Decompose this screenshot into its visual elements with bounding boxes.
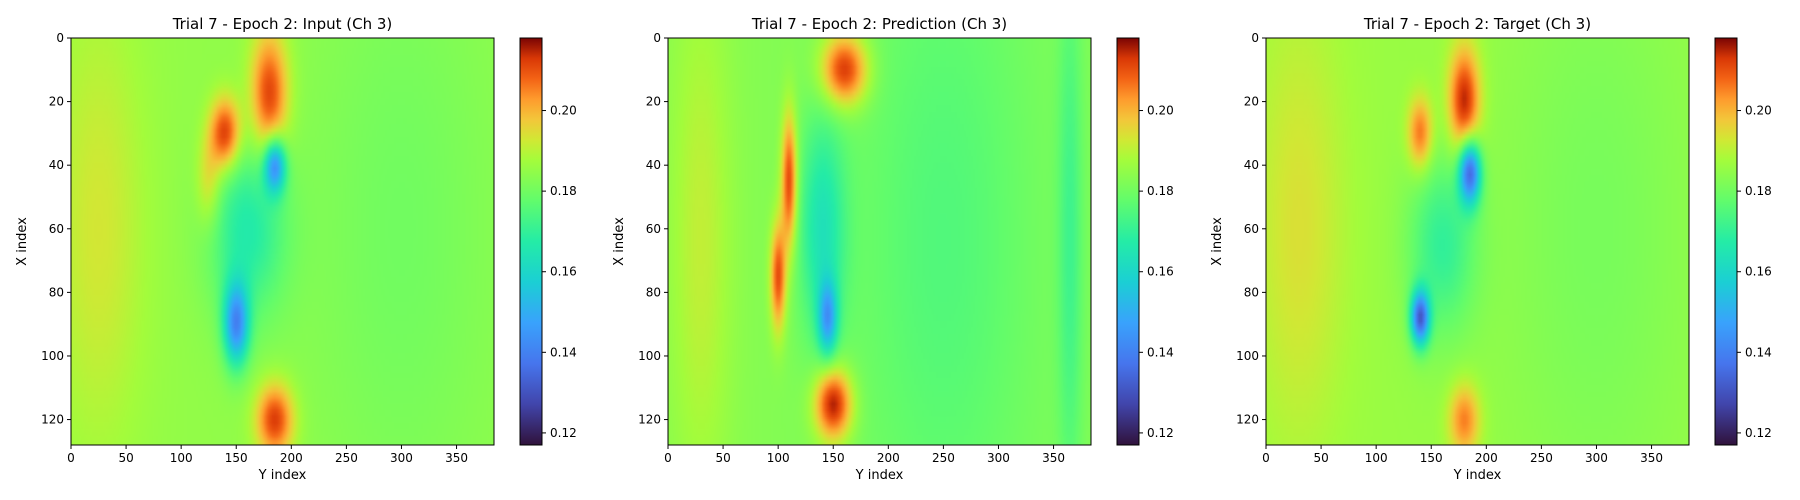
- heatmap-image: [1266, 38, 1689, 445]
- colorbar-tick-label: 0.18: [550, 184, 577, 198]
- x-tick-label: 350: [445, 451, 468, 465]
- colorbar: [1714, 37, 1738, 446]
- x-tick-label: 50: [118, 451, 133, 465]
- colorbar-tick-label: 0.12: [1147, 426, 1174, 440]
- y-tick-label: 20: [1244, 95, 1259, 109]
- x-tick-label: 200: [1475, 451, 1498, 465]
- y-tick-label: 60: [646, 222, 661, 236]
- x-tick-label: 100: [1365, 451, 1388, 465]
- colorbar-tick-label: 0.12: [550, 426, 577, 440]
- y-tick-label: 100: [1236, 349, 1259, 363]
- y-tick-label: 40: [1244, 158, 1259, 172]
- heatmap-panel-2: Trial 7 - Epoch 2: Prediction (Ch 3) 0 50 1…: [612, 15, 1174, 483]
- colorbar-tick-label: 0.20: [1147, 104, 1174, 118]
- y-tick-label: 0: [653, 31, 661, 45]
- heatmap-image: [71, 38, 494, 445]
- colorbar-tick-label: 0.14: [1147, 345, 1174, 359]
- y-tick-label: 80: [49, 285, 64, 299]
- x-tick-label: 150: [822, 451, 845, 465]
- x-tick-label: 300: [1585, 451, 1608, 465]
- chart-title: Trial 7 - Epoch 2: Target (Ch 3): [1363, 15, 1591, 33]
- x-tick-label: 200: [280, 451, 303, 465]
- y-tick-label: 0: [1251, 31, 1259, 45]
- y-axis-label: X index: [1210, 217, 1225, 266]
- x-tick-label: 300: [390, 451, 413, 465]
- y-tick-label: 120: [1236, 413, 1259, 427]
- x-tick-label: 100: [170, 451, 193, 465]
- x-tick-label: 0: [664, 451, 672, 465]
- x-tick-label: 50: [1313, 451, 1328, 465]
- y-tick-label: 20: [49, 95, 64, 109]
- colorbar-tick-label: 0.20: [1745, 104, 1772, 118]
- colorbar-tick-label: 0.18: [1147, 184, 1174, 198]
- heatmap-image: [668, 38, 1091, 445]
- x-tick-label: 0: [67, 451, 75, 465]
- y-tick-label: 40: [49, 158, 64, 172]
- x-tick-label: 250: [932, 451, 955, 465]
- x-tick-label: 100: [767, 451, 790, 465]
- x-tick-label: 50: [715, 451, 730, 465]
- plot-frame: [70, 37, 495, 446]
- colorbar-tick-label: 0.14: [550, 345, 577, 359]
- x-tick-label: 300: [987, 451, 1010, 465]
- colorbar-tick-label: 0.20: [550, 104, 577, 118]
- colorbar-tick-label: 0.16: [1147, 265, 1174, 279]
- x-tick-label: 250: [1530, 451, 1553, 465]
- y-tick-label: 60: [49, 222, 64, 236]
- plot-frame: [1265, 37, 1690, 446]
- x-tick-label: 0: [1262, 451, 1270, 465]
- y-axis-label: X index: [15, 217, 30, 266]
- x-tick-label: 250: [335, 451, 358, 465]
- x-tick-label: 350: [1042, 451, 1065, 465]
- y-axis-label: X index: [612, 217, 627, 266]
- colorbar-tick-label: 0.14: [1745, 345, 1772, 359]
- x-tick-label: 200: [877, 451, 900, 465]
- y-tick-label: 40: [646, 158, 661, 172]
- x-tick-label: 150: [225, 451, 248, 465]
- colorbar-tick-label: 0.16: [550, 265, 577, 279]
- heatmap-panel-1: Trial 7 - Epoch 2: Input (Ch 3) 0 50 100 150…: [15, 15, 577, 483]
- colorbar-tick-label: 0.12: [1745, 426, 1772, 440]
- chart-title: Trial 7 - Epoch 2: Prediction (Ch 3): [751, 15, 1007, 33]
- y-tick-label: 120: [638, 413, 661, 427]
- y-tick-label: 60: [1244, 222, 1259, 236]
- y-tick-label: 20: [646, 95, 661, 109]
- y-tick-label: 100: [638, 349, 661, 363]
- chart-title: Trial 7 - Epoch 2: Input (Ch 3): [172, 15, 393, 33]
- colorbar: [1116, 37, 1140, 446]
- x-axis-label: Y index: [1453, 468, 1502, 483]
- colorbar-tick-label: 0.16: [1745, 265, 1772, 279]
- y-tick-label: 0: [56, 31, 64, 45]
- heatmap-panel-3: Trial 7 - Epoch 2: Target (Ch 3) 0 50 100 15…: [1210, 15, 1772, 483]
- y-tick-label: 80: [646, 285, 661, 299]
- colorbar-tick-label: 0.18: [1745, 184, 1772, 198]
- y-tick-label: 100: [41, 349, 64, 363]
- x-axis-label: Y index: [855, 468, 904, 483]
- y-tick-label: 80: [1244, 285, 1259, 299]
- x-tick-label: 350: [1640, 451, 1663, 465]
- plot-frame: [667, 37, 1092, 446]
- y-tick-label: 120: [41, 413, 64, 427]
- colorbar: [519, 37, 543, 446]
- x-tick-label: 150: [1420, 451, 1443, 465]
- x-axis-label: Y index: [258, 468, 307, 483]
